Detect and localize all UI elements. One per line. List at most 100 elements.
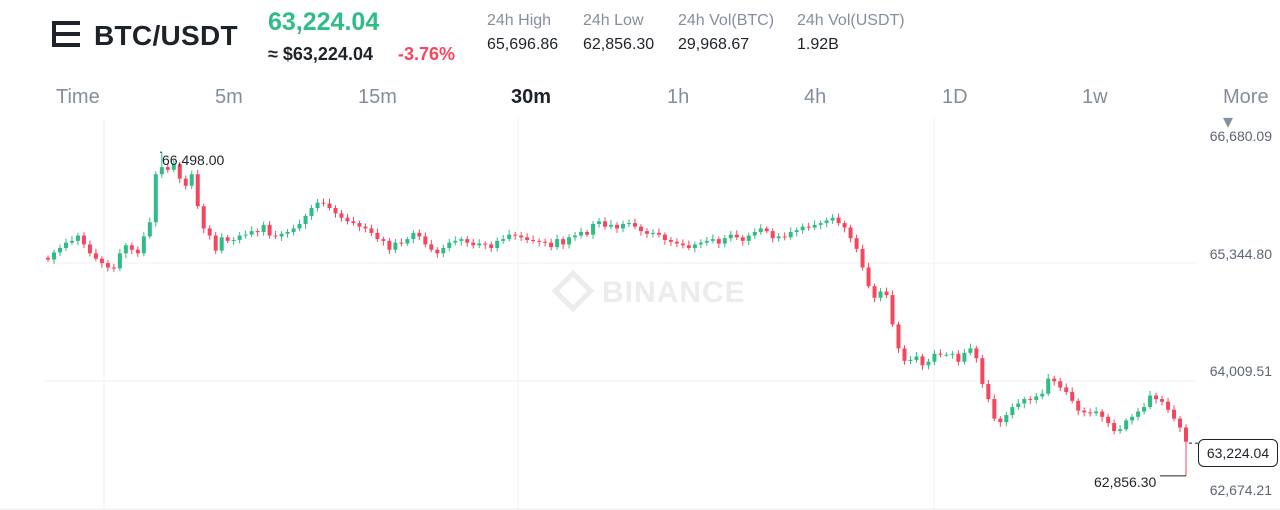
candle-body bbox=[543, 241, 548, 243]
candle-body bbox=[1076, 400, 1081, 411]
menu-icon[interactable] bbox=[52, 21, 80, 47]
candle-body bbox=[962, 352, 967, 362]
candle-body bbox=[417, 232, 422, 237]
candle-body bbox=[1124, 420, 1129, 430]
candle-body bbox=[914, 356, 919, 360]
tab-1d[interactable]: 1D bbox=[942, 86, 968, 108]
tab-30m[interactable]: 30m bbox=[511, 86, 552, 108]
candle-body bbox=[1178, 418, 1183, 428]
candle-body bbox=[177, 164, 182, 179]
candle-body bbox=[525, 237, 530, 240]
candle-body bbox=[189, 174, 194, 186]
candle-body bbox=[908, 359, 913, 361]
candle-body bbox=[69, 240, 74, 243]
candle-body bbox=[854, 238, 859, 249]
candle-body bbox=[626, 223, 631, 225]
candle-body bbox=[1028, 399, 1033, 401]
candle-body bbox=[327, 203, 332, 208]
tab-1h[interactable]: 1h bbox=[667, 86, 690, 108]
candle-body bbox=[297, 223, 302, 229]
candle-body bbox=[740, 237, 745, 241]
candle-body bbox=[1154, 395, 1159, 400]
candle-body bbox=[261, 224, 266, 232]
candle-body bbox=[399, 242, 404, 244]
candle-body bbox=[201, 206, 206, 229]
candle-body bbox=[770, 231, 775, 239]
trading-pair[interactable]: BTC/USDT bbox=[94, 20, 238, 51]
candle-body bbox=[860, 248, 865, 268]
price-change-percent: -3.76% bbox=[398, 44, 456, 64]
candle-body bbox=[351, 221, 356, 224]
candle-body bbox=[537, 240, 542, 242]
candle-body bbox=[135, 249, 140, 254]
candle-body bbox=[141, 236, 146, 254]
candle-body bbox=[1004, 415, 1009, 423]
candle-body bbox=[435, 249, 440, 254]
candle-body bbox=[620, 223, 625, 229]
last-price: 63,224.04 bbox=[268, 8, 380, 36]
candle-body bbox=[638, 226, 643, 232]
candle-body bbox=[938, 353, 943, 355]
interval-tabs: Time 5m 15m 30m 1h 4h 1D 1w More ▾ bbox=[0, 80, 1280, 133]
tab-4h[interactable]: 4h bbox=[804, 86, 827, 108]
candle-body bbox=[591, 223, 596, 235]
stat-24h-vol-btc: 24h Vol(BTC) 29,968.67 bbox=[678, 12, 774, 54]
candle-body bbox=[159, 167, 164, 175]
candle-body bbox=[273, 235, 278, 237]
candle-body bbox=[722, 238, 727, 244]
tab-5m[interactable]: 5m bbox=[215, 86, 243, 108]
candle-body bbox=[1052, 378, 1057, 382]
candle-body bbox=[1010, 407, 1015, 416]
candle-body bbox=[1088, 412, 1093, 414]
watermark: BINANCE bbox=[551, 269, 746, 313]
candle-body bbox=[758, 228, 763, 232]
candlestick-chart[interactable]: BINANCE 66,680.09 65,344.80 64,009.51 62… bbox=[0, 118, 1280, 510]
candle-body bbox=[1046, 378, 1051, 394]
candle-body bbox=[902, 348, 907, 361]
y-axis-tick: 64,009.51 bbox=[1209, 363, 1272, 379]
candle-body bbox=[465, 239, 470, 243]
candle-body bbox=[303, 215, 308, 224]
candle-body bbox=[51, 252, 56, 260]
candle-body bbox=[890, 295, 895, 325]
candle-body bbox=[447, 242, 452, 248]
chart-canvas[interactable] bbox=[0, 118, 1280, 510]
candle-body bbox=[812, 224, 817, 228]
candle-body bbox=[111, 267, 116, 269]
candle-body bbox=[567, 237, 572, 245]
candle-body bbox=[1106, 416, 1111, 424]
candle-body bbox=[1094, 411, 1099, 414]
candle-body bbox=[872, 286, 877, 298]
candle-body bbox=[926, 361, 931, 366]
ticker-header: BTC/USDT 63,224.04 ≈ $63,224.04 -3.76% 2… bbox=[0, 0, 1280, 78]
tab-1w[interactable]: 1w bbox=[1082, 86, 1108, 108]
candle-body bbox=[489, 244, 494, 248]
candle-body bbox=[788, 231, 793, 238]
candle-body bbox=[357, 223, 362, 227]
y-axis-tick: 62,674.21 bbox=[1209, 482, 1272, 498]
candle-body bbox=[776, 236, 781, 239]
candle-body bbox=[429, 244, 434, 250]
candle-body bbox=[471, 242, 476, 246]
candle-body bbox=[944, 354, 949, 356]
candle-body bbox=[483, 243, 488, 245]
candle-body bbox=[1160, 399, 1165, 402]
candle-body bbox=[57, 247, 62, 253]
candle-body bbox=[1058, 381, 1063, 388]
tab-15m[interactable]: 15m bbox=[358, 86, 397, 108]
candle-body bbox=[692, 244, 697, 248]
candle-body bbox=[315, 202, 320, 208]
candle-body bbox=[585, 231, 590, 235]
candle-body bbox=[968, 348, 973, 353]
y-axis-tick: 65,344.80 bbox=[1209, 246, 1272, 262]
candle-body bbox=[866, 267, 871, 287]
candle-body bbox=[710, 239, 715, 241]
candle-body bbox=[597, 221, 602, 224]
candle-body bbox=[674, 241, 679, 244]
candle-body bbox=[345, 217, 350, 222]
candle-body bbox=[950, 353, 955, 355]
tab-more[interactable]: More ▾ bbox=[1223, 86, 1269, 133]
candle-body bbox=[75, 235, 80, 241]
candle-body bbox=[171, 164, 176, 170]
tab-time[interactable]: Time bbox=[56, 86, 100, 108]
